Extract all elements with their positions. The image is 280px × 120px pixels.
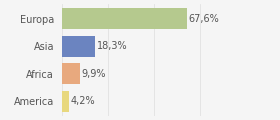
Text: 67,6%: 67,6%: [188, 14, 219, 24]
Bar: [62, 36, 95, 57]
Text: 9,9%: 9,9%: [81, 69, 106, 79]
Text: 18,3%: 18,3%: [97, 41, 127, 51]
Text: 4,2%: 4,2%: [71, 96, 95, 106]
Bar: [62, 8, 186, 29]
Bar: [62, 91, 69, 112]
Bar: [62, 63, 80, 84]
